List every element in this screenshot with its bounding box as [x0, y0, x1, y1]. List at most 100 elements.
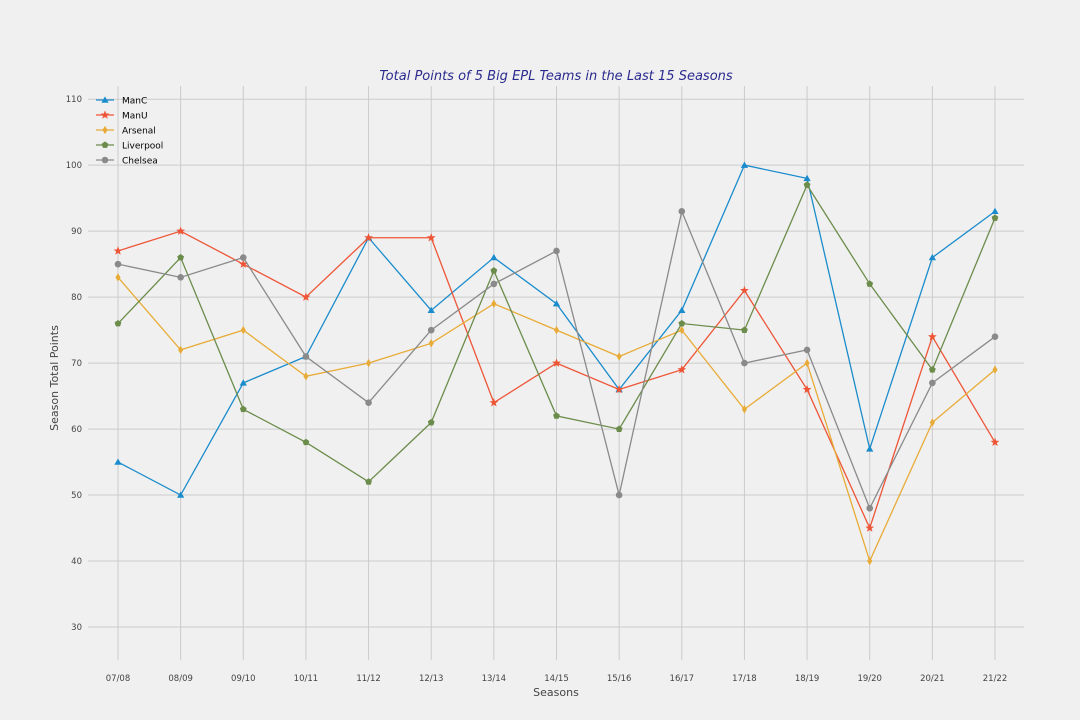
data-point: [990, 437, 1000, 447]
data-point: [426, 233, 436, 242]
data-point: [928, 366, 936, 373]
data-point: [991, 207, 999, 215]
y-tick-label: 60: [71, 425, 82, 435]
legend-item: Chelsea: [96, 157, 158, 167]
legend-marker: [100, 110, 110, 119]
data-point: [615, 491, 623, 499]
data-point: [992, 365, 998, 374]
legend-item: ManU: [96, 110, 148, 122]
y-tick-label: 30: [71, 623, 82, 633]
x-tick-label: 17/18: [732, 674, 757, 684]
data-point: [804, 358, 810, 368]
x-tick-label: 15/16: [607, 674, 632, 684]
data-point: [803, 346, 811, 354]
x-tick-label: 07/08: [106, 674, 131, 684]
legend-item: ManC: [96, 96, 147, 107]
data-point: [866, 504, 874, 512]
data-point: [178, 345, 184, 355]
y-tick-label: 90: [71, 227, 82, 237]
data-point: [177, 274, 184, 281]
data-point: [803, 181, 811, 188]
data-point: [115, 273, 121, 282]
data-point: [490, 253, 498, 261]
data-point: [427, 418, 435, 426]
data-point: [615, 425, 623, 432]
data-point: [741, 326, 748, 334]
data-point: [239, 254, 247, 261]
x-tick-label: 11/12: [356, 674, 381, 684]
x-tick-label: 08/09: [168, 674, 193, 684]
y-axis-ticks: 30 40 50 60 70 80 90 100 110: [66, 95, 82, 633]
legend-label: Arsenal: [122, 127, 156, 137]
y-tick-label: 40: [71, 557, 82, 567]
data-point: [302, 438, 310, 446]
data-point: [866, 445, 874, 452]
y-tick-label: 50: [71, 491, 82, 501]
data-point: [616, 352, 622, 361]
data-point: [803, 174, 811, 182]
legend-marker: [102, 125, 108, 135]
legend-label: Liverpool: [122, 142, 163, 152]
data-point: [552, 300, 561, 307]
data-point: [365, 478, 372, 485]
series-layer: [113, 161, 1000, 566]
legend-label: ManU: [122, 112, 148, 122]
data-point: [177, 253, 185, 261]
data-point: [489, 398, 499, 407]
data-point: [552, 358, 561, 367]
data-point: [176, 226, 186, 235]
legend-marker: [101, 141, 109, 148]
data-point: [427, 306, 435, 314]
x-tick-label: 10/11: [294, 674, 319, 684]
data-point: [553, 247, 560, 255]
data-point: [802, 384, 812, 394]
x-tick-label: 09/10: [231, 674, 256, 684]
data-point: [240, 325, 246, 335]
data-point: [490, 267, 498, 274]
data-point: [239, 405, 247, 413]
x-axis-ticks: 07/08 08/09 09/10 10/11 11/12 12/13 13/14 14/15…: [106, 674, 1008, 684]
data-point: [239, 379, 247, 386]
series-chelsea: [114, 208, 999, 512]
y-tick-label: 70: [71, 359, 82, 369]
x-tick-label: 13/14: [482, 674, 507, 684]
data-point: [301, 292, 311, 301]
data-point: [113, 246, 123, 255]
chart-title: Total Points of 5 Big EPL Teams in the L…: [379, 69, 733, 84]
data-point: [865, 523, 875, 532]
data-point: [679, 325, 685, 335]
data-point: [866, 280, 874, 287]
y-tick-label: 110: [66, 95, 82, 105]
data-point: [303, 372, 309, 381]
data-point: [614, 384, 624, 394]
legend-marker: [101, 156, 109, 164]
data-point: [741, 359, 748, 367]
data-point: [677, 365, 687, 374]
data-point: [364, 233, 374, 242]
data-point: [553, 325, 560, 335]
data-point: [740, 161, 749, 168]
y-tick-label: 80: [71, 293, 82, 303]
data-point: [428, 339, 434, 348]
x-tick-label: 20/21: [920, 674, 945, 684]
data-point: [427, 326, 435, 334]
y-tick-label: 100: [66, 161, 82, 171]
data-point: [928, 253, 936, 261]
data-point: [929, 418, 935, 427]
data-point: [114, 458, 122, 465]
series-arsenal: [115, 273, 998, 566]
data-point: [177, 491, 185, 498]
x-axis-label: Seasons: [533, 686, 579, 699]
data-point: [114, 260, 122, 268]
x-tick-label: 21/22: [983, 674, 1008, 684]
data-point: [739, 285, 749, 295]
data-point: [366, 358, 372, 368]
legend-item: Arsenal: [96, 125, 156, 137]
series-manu: [113, 226, 1000, 532]
data-point: [678, 208, 686, 215]
data-point: [302, 353, 310, 360]
x-tick-label: 14/15: [544, 674, 569, 684]
legend-label: Chelsea: [122, 157, 158, 167]
